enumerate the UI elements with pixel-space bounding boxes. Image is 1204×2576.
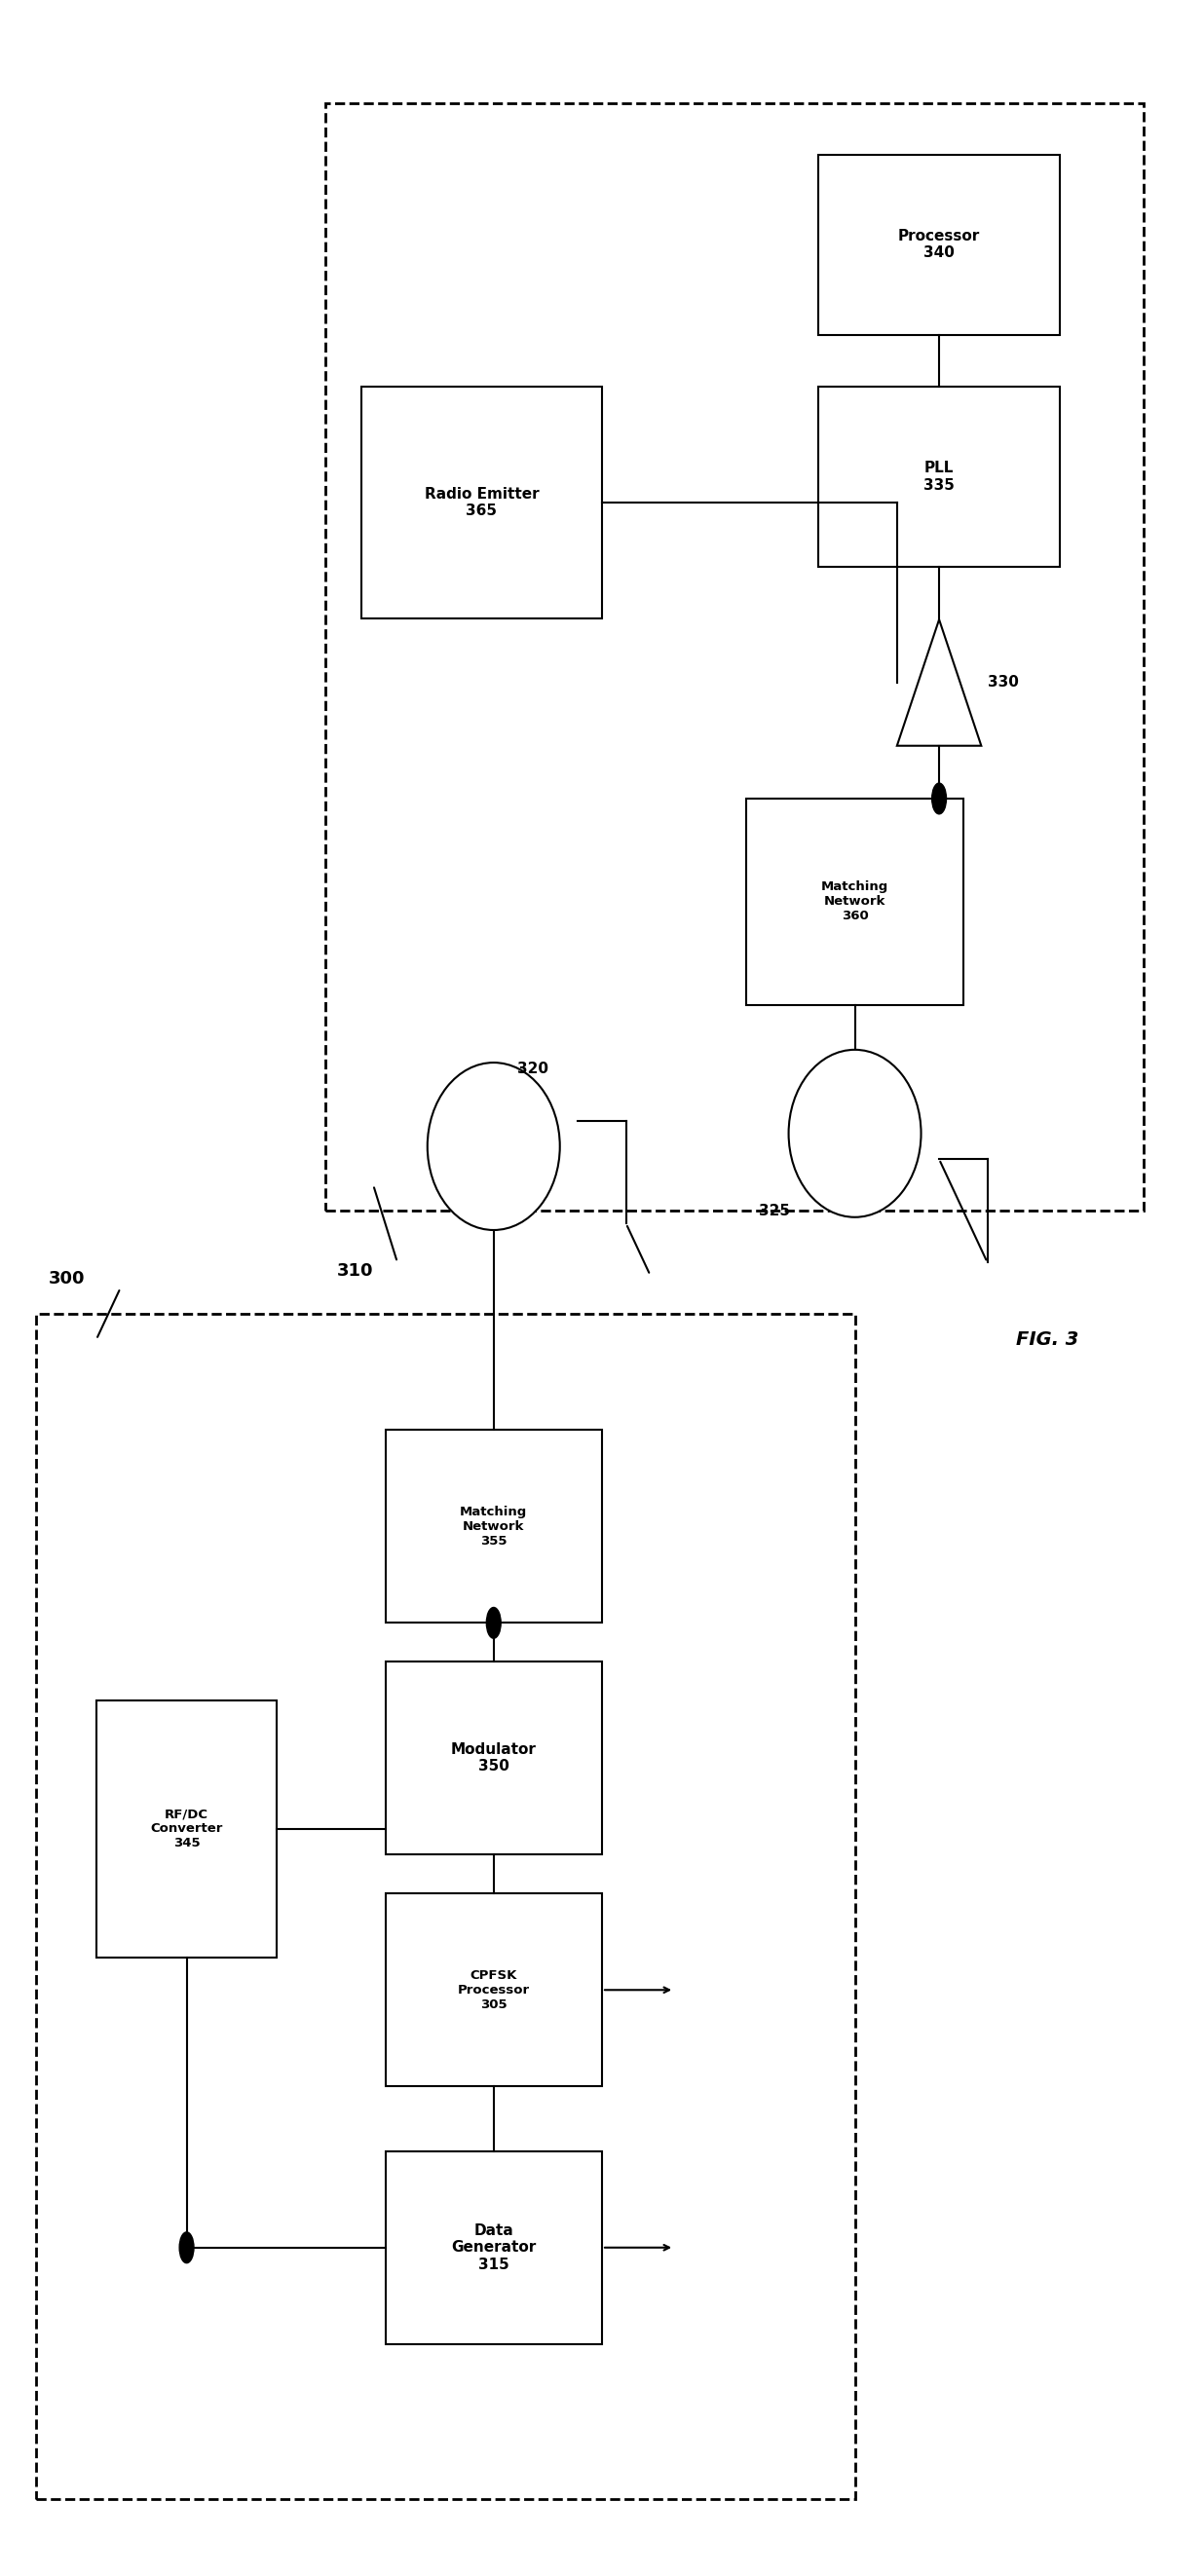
Text: Modulator
350: Modulator 350 bbox=[450, 1741, 537, 1775]
Text: PLL
335: PLL 335 bbox=[923, 461, 955, 492]
Text: Matching
Network
360: Matching Network 360 bbox=[821, 881, 889, 922]
Bar bbox=[746, 799, 963, 1005]
Bar bbox=[819, 386, 1060, 567]
Bar bbox=[819, 155, 1060, 335]
Circle shape bbox=[932, 783, 946, 814]
Text: 320: 320 bbox=[518, 1061, 549, 1077]
Text: 300: 300 bbox=[48, 1270, 84, 1288]
Text: Radio Emitter
365: Radio Emitter 365 bbox=[424, 487, 539, 518]
Bar bbox=[361, 386, 602, 618]
Circle shape bbox=[486, 1607, 501, 1638]
Polygon shape bbox=[897, 621, 981, 747]
Bar bbox=[385, 2151, 602, 2344]
Text: 310: 310 bbox=[337, 1262, 373, 1280]
Text: CPFSK
Processor
305: CPFSK Processor 305 bbox=[458, 1968, 530, 2012]
Text: 325: 325 bbox=[759, 1203, 790, 1218]
Text: Data
Generator
315: Data Generator 315 bbox=[452, 2223, 536, 2272]
Bar bbox=[385, 1430, 602, 1623]
Bar bbox=[325, 103, 1144, 1211]
Circle shape bbox=[179, 2231, 194, 2262]
Bar bbox=[385, 1893, 602, 2087]
Bar bbox=[385, 1662, 602, 1855]
Bar bbox=[36, 1314, 855, 2499]
Ellipse shape bbox=[789, 1048, 921, 1218]
Text: 330: 330 bbox=[987, 675, 1019, 690]
Text: Matching
Network
355: Matching Network 355 bbox=[460, 1504, 527, 1548]
Ellipse shape bbox=[427, 1061, 560, 1231]
Text: Processor
340: Processor 340 bbox=[898, 229, 980, 260]
Text: FIG. 3: FIG. 3 bbox=[1016, 1329, 1079, 1350]
Bar bbox=[96, 1700, 277, 1958]
Text: RF/DC
Converter
345: RF/DC Converter 345 bbox=[150, 1808, 223, 1850]
